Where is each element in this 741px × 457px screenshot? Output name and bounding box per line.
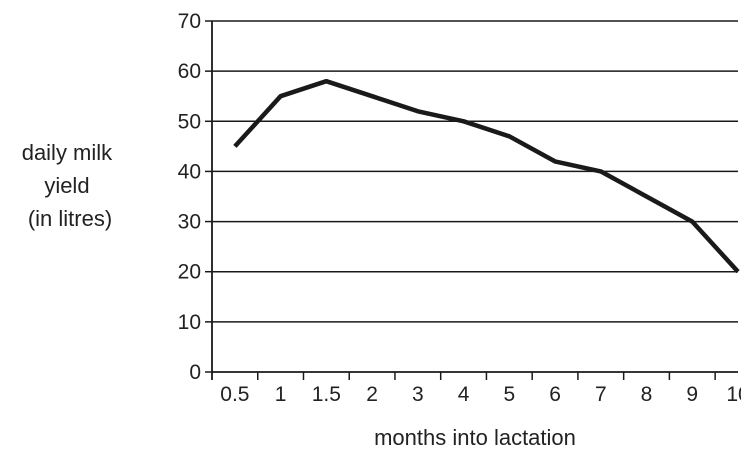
series-line [233, 78, 740, 274]
y-tick-label-10: 10 [178, 311, 201, 334]
x-tick-label-9: 9 [686, 383, 698, 406]
x-tick-label-4: 4 [458, 383, 470, 406]
x-tick-label-1.5: 1.5 [312, 383, 341, 406]
y-tick-label-20: 20 [178, 261, 201, 284]
x-tick-label-2: 2 [366, 383, 378, 406]
x-tick-label-5: 5 [503, 383, 515, 406]
y-tick-label-0: 0 [189, 361, 201, 384]
y-axis-title-line-3: (in litres) [28, 206, 112, 231]
x-tick-labels: 0.5 1 1.5 2 3 4 5 6 7 8 9 10 [220, 383, 741, 406]
x-tick-label-1: 1 [275, 383, 287, 406]
y-axis-title-line-1: daily milk [22, 140, 113, 165]
gridlines [212, 20, 738, 323]
x-tick-label-6: 6 [549, 383, 561, 406]
y-axis-title: daily milk yield (in litres) [22, 140, 119, 231]
axes [205, 20, 738, 380]
x-tick-label-3: 3 [412, 383, 424, 406]
y-tick-label-60: 60 [178, 60, 201, 83]
y-tick-label-40: 40 [178, 160, 201, 183]
x-tick-label-7: 7 [595, 383, 607, 406]
x-tick-label-8: 8 [641, 383, 653, 406]
x-axis-title: months into lactation [374, 425, 576, 450]
y-tick-label-50: 50 [178, 110, 201, 133]
y-tick-labels: 0 10 20 30 40 50 60 70 [178, 10, 201, 384]
y-axis-title-line-2: yield [44, 173, 89, 198]
series-layer [233, 78, 740, 274]
y-tick-label-70: 70 [178, 10, 201, 33]
y-tick-label-30: 30 [178, 211, 201, 234]
x-tick-label-10: 10 [726, 383, 741, 406]
x-tick-label-0.5: 0.5 [220, 383, 249, 406]
